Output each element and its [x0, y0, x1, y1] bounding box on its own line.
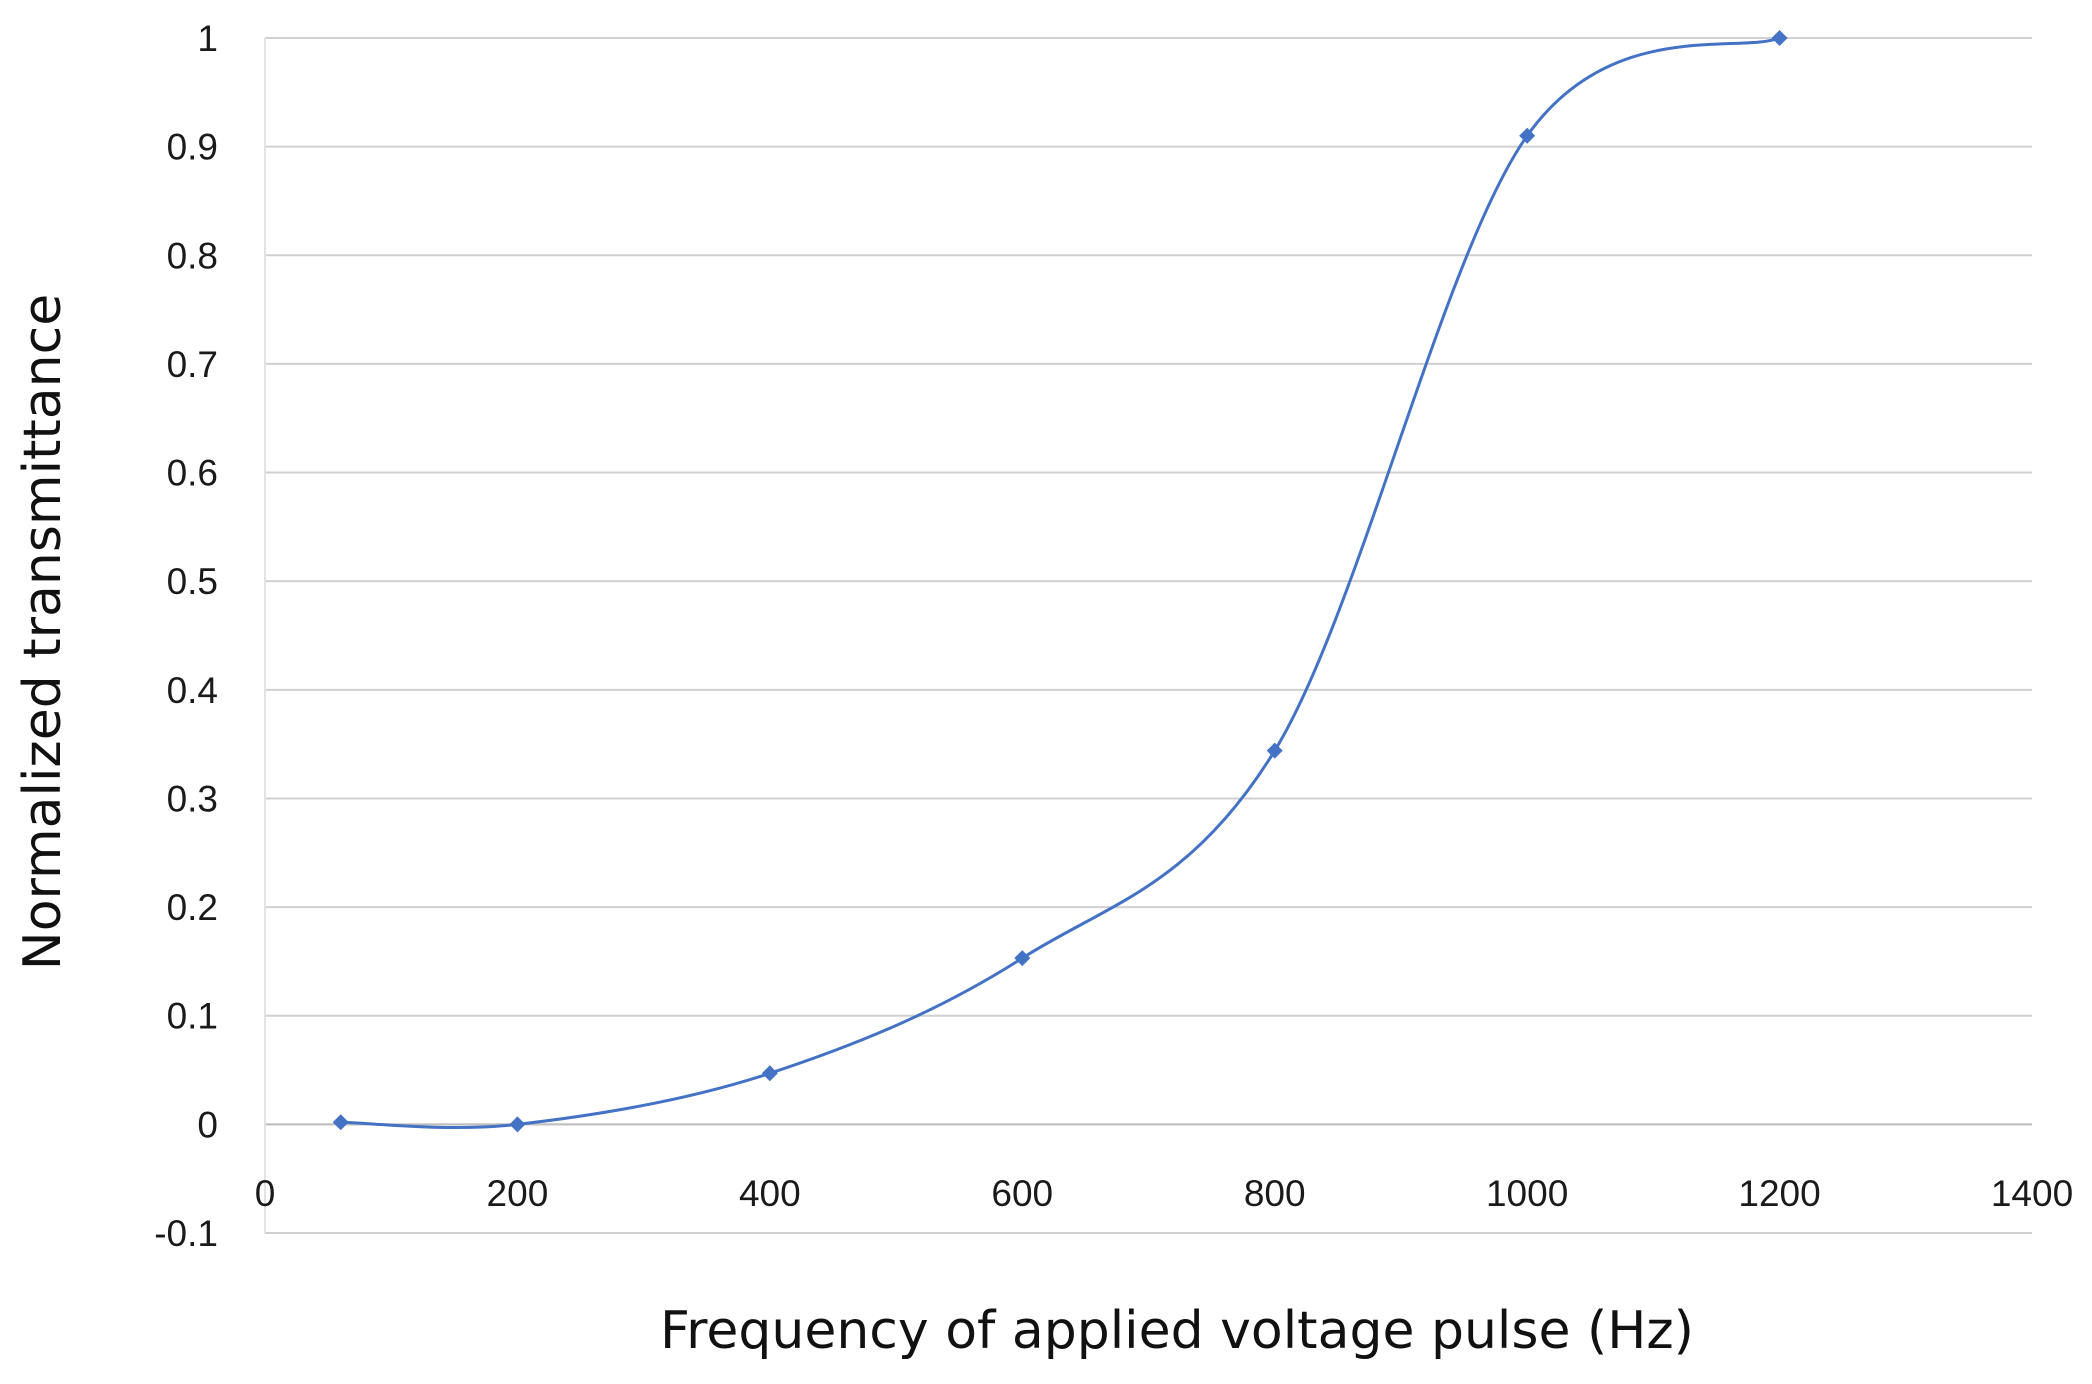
data-point-marker — [509, 1116, 526, 1133]
y-tick-label: 0.2 — [167, 887, 218, 928]
data-point-marker — [1014, 950, 1031, 967]
y-tick-label: 0.5 — [167, 561, 218, 602]
data-point-marker — [332, 1114, 349, 1131]
x-tick-label: 0 — [255, 1173, 276, 1214]
x-tick-label: 1400 — [1991, 1173, 2073, 1214]
y-tick-label: 1 — [197, 18, 218, 59]
y-tick-label: 0.4 — [167, 670, 218, 711]
x-tick-label: 1000 — [1486, 1173, 1568, 1214]
y-tick-label: -0.1 — [154, 1213, 218, 1254]
x-tick-label: 1200 — [1738, 1173, 1820, 1214]
data-point-marker — [1771, 30, 1788, 46]
x-tick-label: 200 — [487, 1173, 549, 1214]
data-point-marker — [1519, 127, 1536, 144]
y-tick-label: 0.3 — [167, 778, 218, 819]
series-line — [340, 36, 1781, 1130]
y-axis-title: Normalized transmittance — [13, 294, 73, 970]
y-tick-label: 0.9 — [167, 127, 218, 168]
y-tick-label: 0.6 — [167, 453, 218, 494]
y-tick-label: 0.7 — [167, 344, 218, 385]
data-point-marker — [1266, 742, 1283, 759]
y-tick-label: 0.8 — [167, 235, 218, 276]
x-tick-label: 600 — [991, 1173, 1053, 1214]
x-axis-title: Frequency of applied voltage pulse (Hz) — [660, 1301, 1694, 1361]
gridlines — [265, 37, 2032, 1234]
y-tick-label: 0.1 — [167, 996, 218, 1037]
series — [332, 30, 1788, 1133]
axes — [264, 38, 2032, 1233]
y-tick-label: 0 — [197, 1104, 218, 1145]
tick-labels: -0.1 0 0.1 0.2 0.3 0.4 0.5 0.6 0.7 0.8 0.9 1 0 200 400… — [154, 18, 2073, 1254]
data-point-marker — [761, 1065, 778, 1082]
x-tick-label: 400 — [739, 1173, 801, 1214]
x-tick-label: 800 — [1244, 1173, 1306, 1214]
